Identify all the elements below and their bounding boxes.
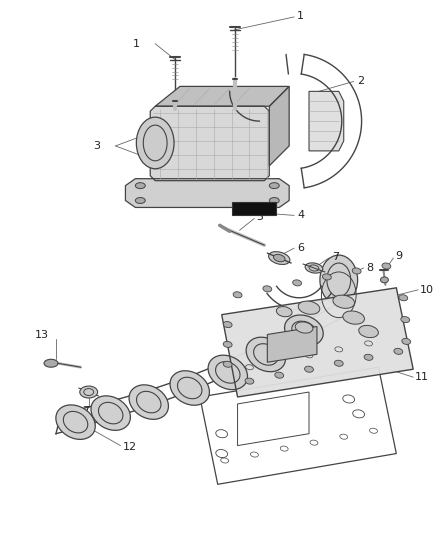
Ellipse shape bbox=[382, 263, 391, 269]
Ellipse shape bbox=[44, 359, 58, 367]
Ellipse shape bbox=[276, 306, 292, 317]
Text: 1: 1 bbox=[133, 39, 140, 49]
Polygon shape bbox=[267, 327, 317, 362]
Ellipse shape bbox=[170, 371, 209, 405]
Ellipse shape bbox=[208, 355, 247, 390]
Ellipse shape bbox=[401, 317, 410, 322]
Text: 12: 12 bbox=[123, 442, 137, 451]
Ellipse shape bbox=[56, 405, 95, 439]
Ellipse shape bbox=[223, 341, 232, 348]
Ellipse shape bbox=[136, 117, 174, 169]
Text: 2: 2 bbox=[357, 76, 364, 86]
Ellipse shape bbox=[273, 254, 285, 262]
Ellipse shape bbox=[246, 337, 286, 372]
Ellipse shape bbox=[263, 286, 272, 292]
Ellipse shape bbox=[298, 301, 320, 314]
Ellipse shape bbox=[285, 315, 323, 346]
Ellipse shape bbox=[334, 360, 343, 366]
Polygon shape bbox=[150, 106, 269, 181]
Ellipse shape bbox=[275, 372, 284, 378]
Ellipse shape bbox=[359, 325, 378, 337]
Ellipse shape bbox=[364, 354, 373, 360]
Text: 4: 4 bbox=[297, 211, 304, 220]
Ellipse shape bbox=[269, 198, 279, 204]
Text: 5: 5 bbox=[256, 212, 263, 222]
Ellipse shape bbox=[233, 292, 242, 298]
Ellipse shape bbox=[223, 361, 232, 367]
Ellipse shape bbox=[245, 378, 254, 384]
Ellipse shape bbox=[223, 321, 232, 328]
Text: 9: 9 bbox=[396, 251, 403, 261]
Text: 7: 7 bbox=[82, 406, 89, 416]
Ellipse shape bbox=[135, 198, 145, 204]
Ellipse shape bbox=[399, 295, 408, 301]
Ellipse shape bbox=[343, 311, 364, 324]
Ellipse shape bbox=[269, 183, 279, 189]
Ellipse shape bbox=[304, 366, 314, 372]
Text: 10: 10 bbox=[420, 285, 434, 295]
Ellipse shape bbox=[333, 295, 354, 309]
Ellipse shape bbox=[352, 268, 361, 274]
Ellipse shape bbox=[293, 280, 301, 286]
Ellipse shape bbox=[394, 348, 403, 354]
Ellipse shape bbox=[381, 277, 389, 283]
Ellipse shape bbox=[91, 396, 131, 430]
Ellipse shape bbox=[295, 322, 313, 333]
Ellipse shape bbox=[80, 386, 98, 398]
Ellipse shape bbox=[135, 183, 145, 189]
Ellipse shape bbox=[322, 274, 331, 280]
Ellipse shape bbox=[402, 338, 411, 344]
Ellipse shape bbox=[268, 252, 290, 264]
Text: 8: 8 bbox=[367, 263, 374, 273]
Text: 6: 6 bbox=[297, 243, 304, 253]
Polygon shape bbox=[155, 86, 289, 106]
Text: 3: 3 bbox=[94, 141, 101, 151]
Ellipse shape bbox=[305, 263, 323, 273]
Bar bbox=[232, 201, 276, 215]
Polygon shape bbox=[309, 91, 344, 151]
Text: 7: 7 bbox=[332, 252, 339, 262]
Text: 13: 13 bbox=[35, 330, 49, 341]
Ellipse shape bbox=[320, 255, 358, 305]
Text: 11: 11 bbox=[415, 372, 429, 382]
Polygon shape bbox=[269, 86, 289, 166]
Text: 1: 1 bbox=[297, 11, 304, 21]
Polygon shape bbox=[222, 288, 413, 397]
Ellipse shape bbox=[129, 385, 169, 419]
Polygon shape bbox=[125, 179, 289, 207]
